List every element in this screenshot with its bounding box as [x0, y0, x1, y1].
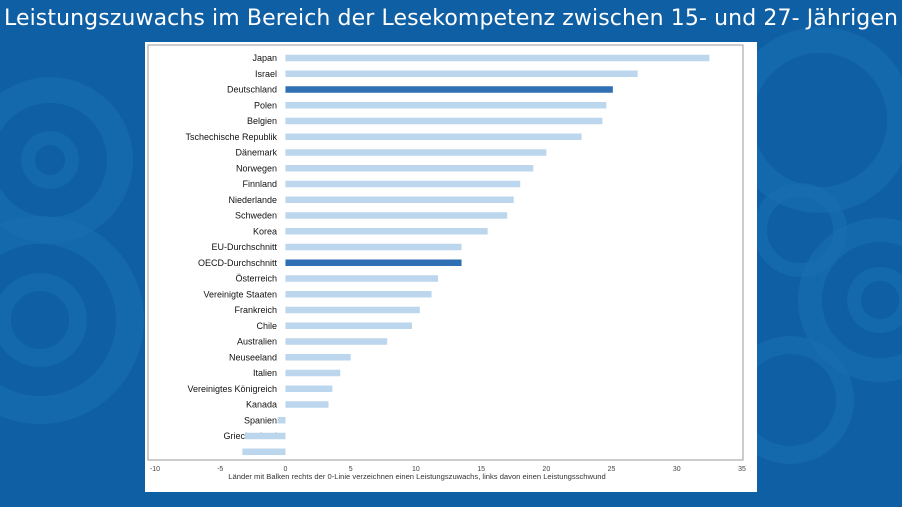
category-label: Polen — [254, 100, 277, 110]
bar — [285, 322, 412, 329]
bar — [285, 354, 351, 361]
category-label: Vereinigte Staaten — [203, 289, 277, 299]
x-tick-label: 20 — [542, 466, 550, 473]
bar — [285, 401, 329, 408]
category-label: Japan — [252, 53, 277, 63]
deco-ring-icon — [0, 273, 87, 367]
category-label: Italien — [253, 368, 277, 378]
category-label: Tschechische Republik — [185, 132, 277, 142]
category-label: EU-Durchschnitt — [211, 242, 277, 252]
bar — [285, 133, 582, 140]
slide-title: Leistungszuwachs im Bereich der Lesekomp… — [3, 6, 899, 31]
bar — [285, 196, 514, 203]
bar — [245, 432, 286, 440]
category-label: Dänemark — [235, 148, 277, 158]
bar — [285, 165, 534, 172]
deco-ring-icon — [753, 183, 847, 277]
category-label: Neuseeland — [229, 352, 277, 362]
x-tick-label: 0 — [283, 466, 287, 473]
deco-ring-icon — [21, 131, 79, 189]
bar — [285, 117, 603, 125]
category-label: Schweden — [235, 211, 277, 221]
category-label: Israel — [255, 69, 277, 79]
x-tick-label: 30 — [673, 466, 681, 473]
x-tick-label: -5 — [217, 466, 223, 473]
category-label: OECD-Durchschnitt — [198, 258, 278, 268]
bar — [285, 70, 638, 77]
bar — [285, 369, 341, 377]
category-label: Niederlande — [228, 195, 277, 205]
x-tick-label: 5 — [349, 466, 353, 473]
bar — [242, 448, 286, 455]
bar — [285, 243, 462, 251]
bar — [285, 228, 488, 235]
bar — [285, 180, 521, 188]
chart-card: Japan Israel Deutschland Polen Belgien Tschec… — [145, 42, 757, 492]
x-tick-label: -10 — [150, 466, 160, 473]
bar — [285, 212, 508, 219]
bar-highlighted — [285, 86, 613, 93]
bar — [285, 291, 432, 298]
category-label: Frankreich — [234, 305, 277, 315]
deco-ring-icon — [0, 216, 144, 424]
plot-frame — [147, 44, 744, 461]
category-label: Chile — [256, 321, 277, 331]
bar — [285, 338, 388, 345]
bar — [285, 385, 333, 392]
bar — [285, 54, 710, 62]
deco-ring-icon — [727, 27, 902, 213]
bar — [285, 306, 420, 314]
category-label: Norwegen — [236, 163, 277, 173]
category-label: Vereinigtes Königreich — [187, 384, 277, 394]
bar — [285, 102, 607, 109]
category-label: Österreich — [235, 274, 277, 284]
bar — [285, 149, 547, 156]
deco-ring-icon — [847, 267, 902, 333]
category-label: Deutschland — [227, 85, 277, 95]
x-tick-label: 15 — [477, 466, 485, 473]
category-label: Spanien — [244, 415, 277, 425]
x-axis-caption: Länder mit Balken rechts der 0-Linie ver… — [228, 472, 605, 481]
x-tick-label: 35 — [738, 466, 746, 473]
bar — [277, 417, 286, 424]
deco-ring-icon — [798, 218, 902, 382]
x-tick-label: 25 — [608, 466, 616, 473]
category-label: Belgien — [247, 116, 277, 126]
bar-highlighted — [285, 259, 462, 266]
deco-ring-icon — [0, 77, 133, 243]
category-label: Korea — [253, 226, 277, 236]
category-label: Kanada — [246, 400, 277, 410]
bar — [285, 275, 439, 282]
category-label: Finnland — [242, 179, 277, 189]
category-label: Australien — [237, 337, 277, 347]
bar-chart: Japan Israel Deutschland Polen Belgien Tschec… — [147, 44, 746, 481]
x-tick-label: 10 — [412, 466, 420, 473]
